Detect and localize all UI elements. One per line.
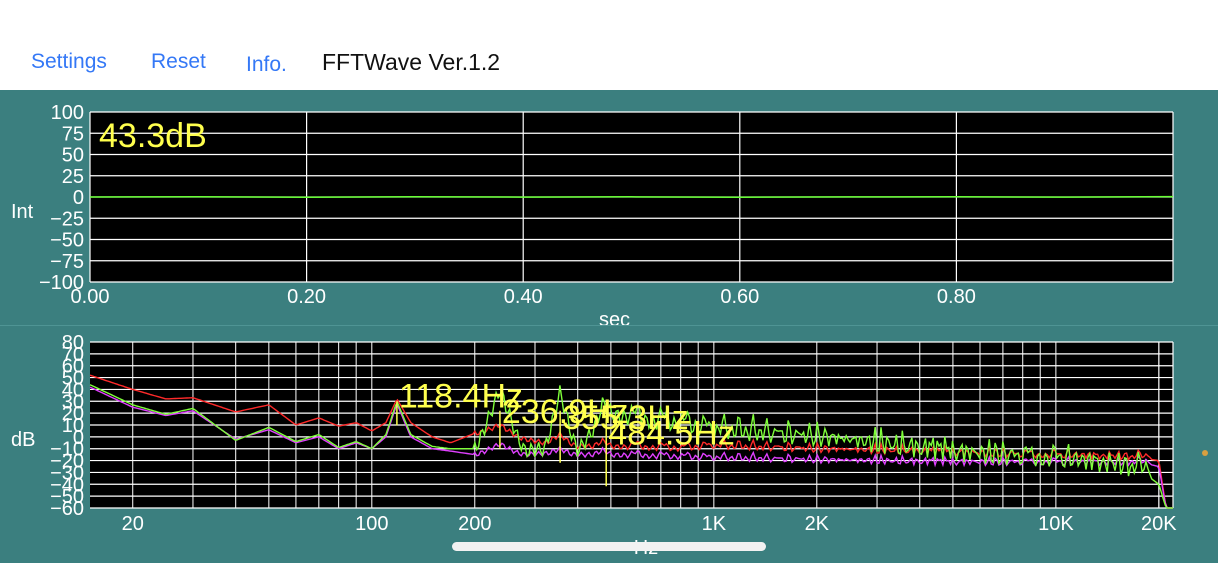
spectrum-line-peak <box>89 374 1173 509</box>
level-readout: 43.3dB <box>99 117 207 155</box>
y-tick-label: −75 <box>50 251 84 273</box>
y-tick-label: −60 <box>50 498 84 520</box>
y-tick-label: 25 <box>62 166 84 188</box>
y-tick-label: 70 <box>62 344 84 366</box>
y-tick-label: 10 <box>62 415 84 437</box>
waveform-chart[interactable]: 0.00 0.20 0.40 0.60 0.80 1007550250−25−50−75−… <box>0 90 1218 326</box>
x-tick-label: 20K <box>1141 513 1177 535</box>
home-indicator[interactable] <box>452 542 766 551</box>
y-axis-label: Int <box>11 201 34 223</box>
y-tick-label: 50 <box>62 145 84 167</box>
x-tick-label: 0.60 <box>720 286 759 308</box>
y-tick-label: 100 <box>51 102 84 124</box>
y-tick-label: 80 <box>62 332 84 354</box>
y-tick-label: 20 <box>62 403 84 425</box>
y-tick-label: 40 <box>62 379 84 401</box>
panel-divider <box>0 325 1218 326</box>
y-tick-label: −40 <box>50 474 84 496</box>
reset-button[interactable]: Reset <box>151 50 206 73</box>
spectrum-line-current <box>89 384 1173 509</box>
x-tick-label: 0.00 <box>71 286 110 308</box>
waveform-line <box>89 195 1174 198</box>
y-axis-label: dB <box>11 429 35 451</box>
x-axis-label: sec <box>599 309 630 326</box>
settings-button[interactable]: Settings <box>31 50 107 73</box>
info-button[interactable]: Info. <box>246 53 287 76</box>
x-tick-label: 0.40 <box>504 286 543 308</box>
y-tick-label: 30 <box>62 391 84 413</box>
x-tick-label: 1K <box>702 513 727 535</box>
spectrum-line-average <box>89 386 1173 509</box>
y-tick-label: 0 <box>73 427 84 449</box>
y-tick-label: −10 <box>50 439 84 461</box>
peak-label: 118.4Hz <box>399 377 523 415</box>
peak-label: 355.3Hz <box>562 399 689 437</box>
y-tick-label: 0 <box>73 187 84 209</box>
x-tick-label: 0.20 <box>287 286 326 308</box>
y-tick-label: 75 <box>62 123 84 145</box>
x-tick-label: 10K <box>1038 513 1074 535</box>
y-tick-label: 50 <box>62 368 84 390</box>
toolbar: Settings Reset Info. FFTWave Ver.1.2 <box>0 0 1218 90</box>
app-title: FFTWave Ver.1.2 <box>322 49 501 75</box>
y-tick-label: −20 <box>50 451 84 473</box>
chart-area: 0.00 0.20 0.40 0.60 0.80 100 75 50 25 0 −25 −50 −75−… <box>0 90 1218 563</box>
peak-label: 236.9Hz <box>502 393 629 431</box>
peak-label: 484.5Hz <box>608 414 735 452</box>
x-tick-label: 2K <box>805 513 830 535</box>
y-tick-label: −25 <box>50 208 84 230</box>
y-tick-label: −50 <box>50 486 84 508</box>
edge-indicator-dot <box>1202 450 1208 456</box>
x-tick-label: 100 <box>355 513 388 535</box>
y-tick-label: 60 <box>62 356 84 378</box>
y-tick-label: −50 <box>50 230 84 252</box>
y-tick-label: −100 <box>39 272 84 294</box>
x-tick-label: 200 <box>458 513 491 535</box>
y-tick-label: −30 <box>50 462 84 484</box>
x-tick-label: 20 <box>122 513 144 535</box>
x-tick-label: 0.80 <box>937 286 976 308</box>
